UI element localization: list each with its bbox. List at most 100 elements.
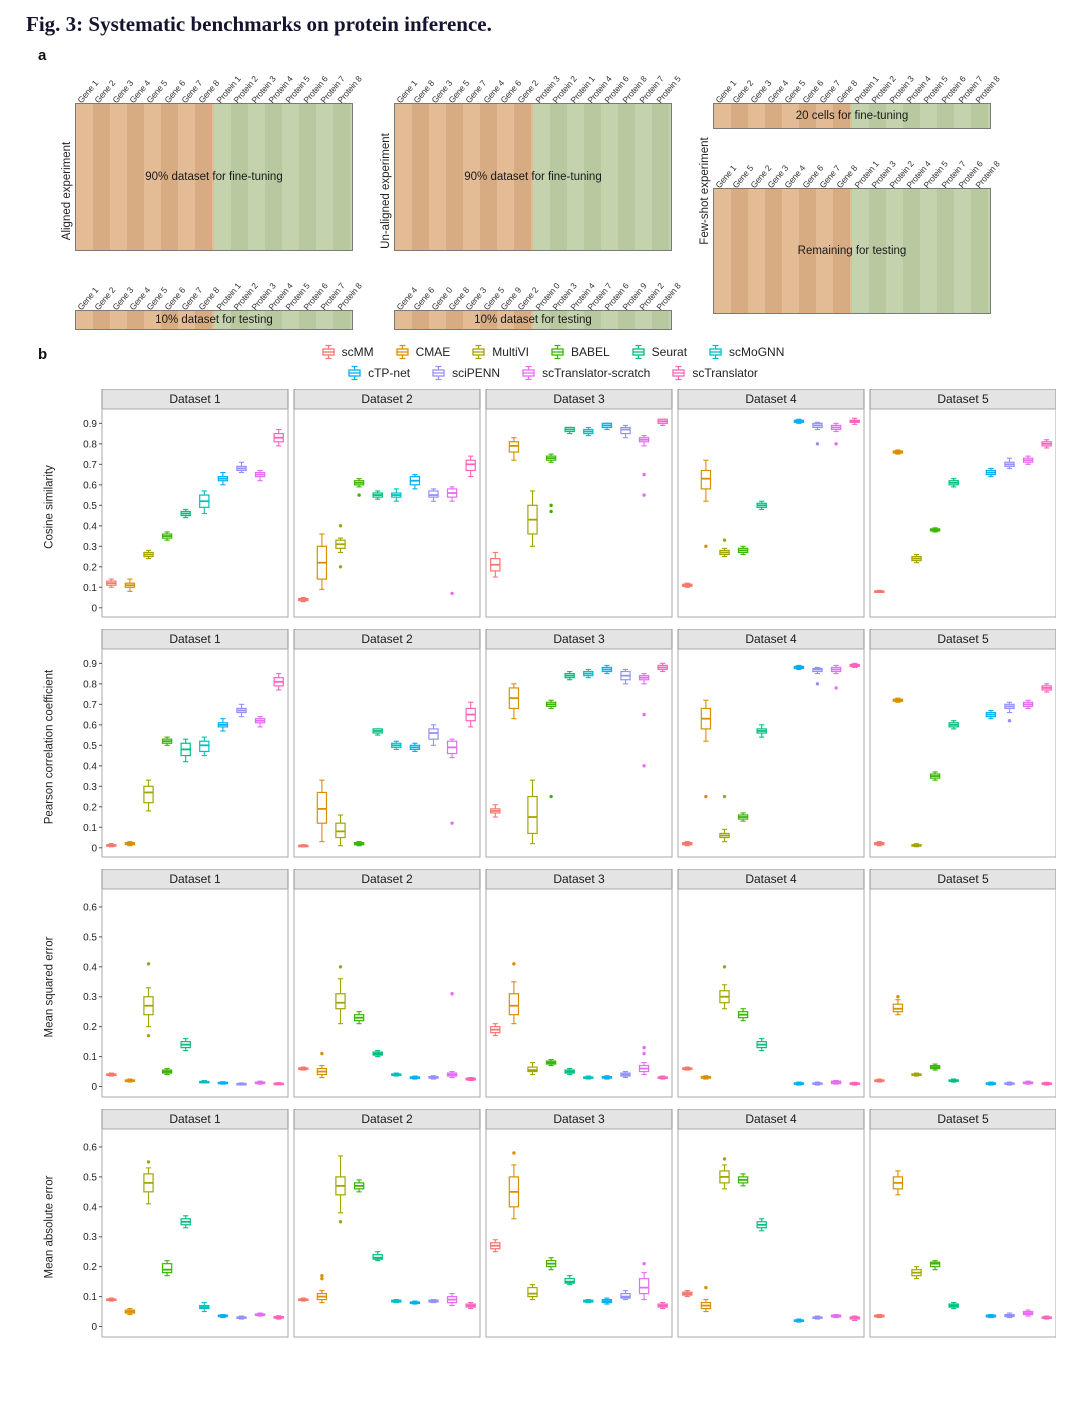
y-tick-label: 0.2	[83, 562, 97, 573]
boxplot-CMAE	[700, 469, 712, 490]
facet-title: Dataset 3	[553, 392, 605, 406]
outlier-point	[450, 992, 454, 996]
outlier-point	[642, 493, 646, 497]
outlier-point	[146, 1033, 151, 1038]
y-tick-label: 0.5	[83, 932, 97, 943]
legend-label: sciPENN	[452, 366, 501, 380]
y-tick-label: 0.2	[83, 1262, 97, 1273]
outlier-point	[642, 764, 646, 768]
facet-plot-area	[101, 408, 289, 618]
legend-label: BABEL	[570, 345, 610, 359]
y-tick-label: 0.7	[83, 460, 97, 471]
metric-row: Mean absolute error Dataset 1 0 0.1 0.2 0.3 0.…	[34, 1109, 1080, 1345]
gene-columns	[76, 104, 214, 250]
y-tick-label: 0.3	[83, 992, 97, 1003]
boxplot-MultiVI	[527, 795, 538, 835]
y-tick-label: 0.6	[83, 480, 97, 491]
y-tick-label: 0.5	[83, 1172, 97, 1183]
facet-title: Dataset 4	[745, 872, 797, 886]
outlier-point	[1007, 719, 1012, 723]
boxplot-sciPENN	[428, 490, 439, 498]
legend-item: sciPENN	[430, 365, 500, 381]
facet-title: Dataset 2	[361, 392, 413, 406]
facet-plot-area	[101, 1128, 289, 1338]
facet-title: Dataset 2	[361, 632, 413, 646]
metric-row: Mean squared error Dataset 1 0 0.1 0.2 0.3 0.4…	[34, 869, 1080, 1105]
outlier-point	[642, 712, 646, 717]
outlier-point	[338, 565, 343, 569]
boxplot-glyph-icon	[321, 344, 335, 360]
y-tick-label: 0.3	[83, 1232, 97, 1243]
boxplot-sciPENN	[428, 728, 439, 740]
y-tick-label: 0.6	[83, 1142, 97, 1153]
legend-row: cTP-net sciPENN scTranslator-scratch scTran…	[346, 365, 758, 381]
legend-label: Seurat	[651, 345, 688, 359]
outlier-point	[549, 509, 553, 514]
boxplot-scMoGNN	[199, 740, 210, 753]
outlier-point	[642, 1261, 646, 1266]
legend-item: CMAE	[394, 344, 451, 360]
panel-b-label: b	[38, 346, 48, 363]
boxplot-MultiVI	[335, 822, 346, 839]
legend-item: scTranslator-scratch	[520, 365, 650, 381]
experiment-group: Few-shot experiment Gene 1 Gene 2 Gene 3 Gen…	[696, 51, 1002, 330]
outlier-point	[320, 1273, 324, 1278]
dataset-block: 10% dataset for testing	[394, 310, 672, 330]
metric-row: Pearson correlation coefficient Dataset 1…	[34, 629, 1080, 865]
facet-title: Dataset 5	[937, 1112, 989, 1126]
legend-label: CMAE	[415, 345, 451, 359]
facet-row-svg: Dataset 1 0 0.1 0.2 0.3 0.4 0.5 0.6 Dataset 2 Dat…	[83, 869, 1056, 1098]
outlier-point	[834, 686, 838, 690]
boxplot-glyph-icon	[472, 344, 485, 360]
y-tick-label: 0.3	[83, 782, 97, 793]
facet-plot-area	[101, 888, 289, 1098]
outlier-point	[512, 1151, 516, 1155]
facet-row-svg: Dataset 1 0 0.1 0.2 0.3 0.4 0.5 0.6 0.7 0.8 0.9 Dat…	[83, 389, 1056, 618]
dataset-block: 90% dataset for fine-tuning	[75, 103, 353, 251]
experiment-axis-label: Un-aligned experiment	[379, 132, 392, 249]
chart-legend: scMM CMAE MultiVI BABEL Seurat scMoGNN cTP-net…	[72, 344, 1032, 381]
y-tick-label: 0.8	[83, 679, 97, 690]
legend-label: MultiVI	[492, 345, 529, 359]
boxplot-MultiVI	[527, 1287, 538, 1298]
boxplot-BABEL	[161, 1263, 173, 1274]
experiment-schematics: Aligned experiment Gene 1 Gene 2 Gene 3 Gene…	[0, 43, 1080, 330]
panel-b: b scMM CMAE MultiVI BABEL Seurat scMoGNN cTP-n…	[0, 344, 1080, 1345]
facet-plot-area	[677, 648, 865, 858]
boxplot-MultiVI	[335, 993, 346, 1010]
legend-label: scMM	[341, 345, 374, 359]
facet-title: Dataset 5	[937, 392, 989, 406]
dataset-block: Remaining for testing	[713, 188, 991, 314]
boxplot-glyph-icon	[522, 365, 535, 381]
figure-title: Fig. 3: Systematic benchmarks on protein…	[26, 12, 492, 36]
legend-item: Seurat	[630, 344, 687, 360]
y-tick-label: 0.1	[83, 583, 97, 594]
y-tick-label: 0.6	[83, 902, 97, 913]
outlier-point	[896, 995, 900, 999]
protein-columns	[214, 311, 352, 329]
legend-item: MultiVI	[470, 344, 529, 360]
gene-columns	[714, 104, 852, 128]
outlier-point	[450, 591, 454, 596]
y-tick-label: 0.6	[83, 720, 97, 731]
facet-plot-area	[869, 408, 1056, 618]
y-axis-label: Mean absolute error	[43, 1175, 56, 1279]
outlier-point	[722, 1157, 727, 1161]
outlier-point	[642, 1051, 646, 1056]
block-caption: 10% dataset for testing	[155, 314, 273, 326]
legend-item: cTP-net	[346, 365, 410, 381]
outlier-point	[642, 472, 646, 477]
y-tick-label: 0.5	[83, 741, 97, 752]
column-labels: Gene 1 Gene 5 Gene 2 Gene 3 Gene 4 Gene 6 Gene…	[713, 136, 1002, 190]
y-tick-label: 0.1	[83, 1052, 97, 1063]
outlier-point	[722, 794, 727, 799]
facet-title: Dataset 1	[169, 392, 221, 406]
metric-row: Cosine similarity Dataset 1 0 0.1 0.2 0.3 0.4 0…	[34, 389, 1080, 625]
facet-plot-area	[869, 1128, 1056, 1338]
facet-title: Dataset 3	[553, 1112, 605, 1126]
experiment-axis-label: Aligned experiment	[60, 141, 73, 240]
y-tick-label: 0	[91, 603, 97, 614]
dataset-block: 20 cells for fine-tuning	[713, 103, 991, 129]
